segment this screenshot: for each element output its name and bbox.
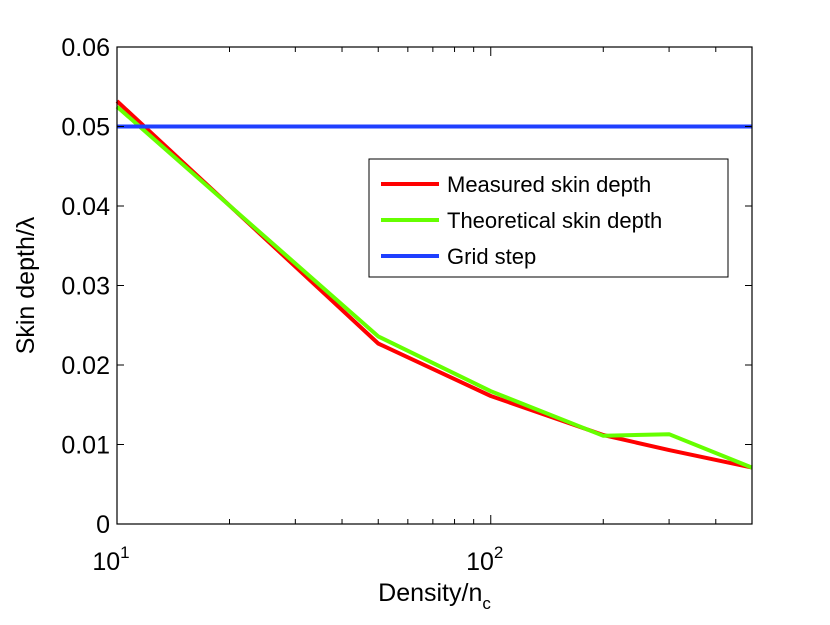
plot-frame	[116, 46, 753, 525]
tick-layer: 0 0.01 0.02 0.03 0.04 0.05 0.06 101 102	[61, 34, 752, 576]
y-axis-label: Skin depth/λ	[12, 216, 40, 354]
x-tick-label: 102	[466, 543, 503, 576]
series-line-theoretical-skin-depth	[115, 105, 753, 470]
y-tick-label: 0.02	[61, 352, 110, 380]
x-tick-label: 101	[92, 543, 129, 576]
y-tick-label: 0.05	[61, 114, 110, 142]
x-axis-label: Density/nc	[378, 579, 491, 613]
legend-label: Theoretical skin depth	[447, 208, 662, 233]
y-tick-label: 0.01	[61, 432, 110, 460]
y-tick-label: 0.03	[61, 273, 110, 301]
x-axis-label-subscript: c	[482, 594, 491, 613]
x-axis-label-main: Density/n	[378, 579, 482, 607]
series-layer	[115, 99, 753, 470]
legend-label: Measured skin depth	[447, 172, 651, 197]
series-line-measured-skin-depth	[115, 99, 753, 470]
y-tick-label: 0	[96, 511, 110, 539]
y-tick-label: 0.04	[61, 193, 110, 221]
legend-label: Grid step	[447, 244, 536, 269]
legend: Measured skin depth Theoretical skin dept…	[368, 158, 729, 278]
y-tick-label: 0.06	[61, 34, 110, 62]
